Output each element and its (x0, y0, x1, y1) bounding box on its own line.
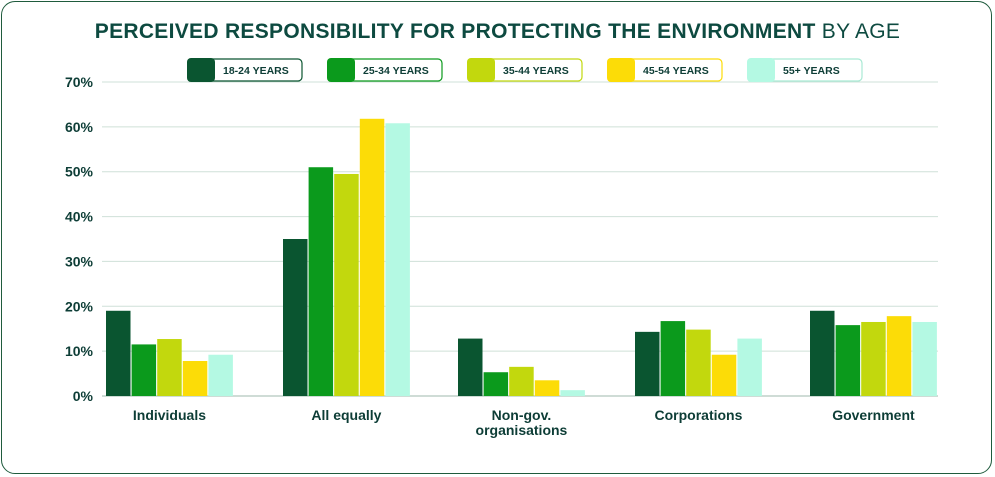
legend-item: 55+ YEARS (747, 58, 863, 82)
x-tick-label: Individuals (133, 407, 206, 423)
bar (635, 331, 660, 396)
bar (810, 310, 835, 396)
bar (483, 372, 509, 396)
x-tick-label: Government (832, 407, 915, 423)
y-tick-label: 50% (65, 164, 94, 180)
legend-swatch (747, 58, 775, 82)
y-tick-label: 30% (65, 253, 94, 269)
bar (283, 239, 308, 396)
legend-swatch (467, 58, 495, 82)
legend-label: 18-24 YEARS (223, 65, 289, 77)
legend-item: 45-54 YEARS (607, 58, 723, 82)
y-tick-label: 40% (65, 209, 94, 225)
x-tick-label: All equally (311, 407, 381, 423)
bar (660, 321, 686, 396)
bar (534, 380, 560, 396)
y-axis: 0% 10% 20% 30% 40% 50% 60% 70% (65, 74, 94, 404)
bars (106, 118, 937, 397)
bar (509, 366, 534, 396)
y-tick-label: 0% (73, 388, 94, 404)
bar (835, 325, 861, 396)
y-tick-label: 10% (65, 343, 94, 359)
legend-label: 35-44 YEARS (503, 65, 569, 77)
legend-item: 25-34 YEARS (327, 58, 443, 82)
bar (737, 338, 762, 396)
legend-label: 45-54 YEARS (643, 65, 709, 77)
legend-swatch (607, 58, 635, 82)
x-axis: Individuals All equally Non-gov.organisati… (133, 407, 915, 438)
y-tick-label: 70% (65, 74, 94, 90)
bar (208, 354, 233, 396)
bar (334, 173, 359, 396)
legend-item: 18-24 YEARS (187, 58, 303, 82)
bar (182, 361, 208, 396)
bar (912, 321, 937, 396)
legend-label: 55+ YEARS (783, 65, 840, 77)
bar (131, 344, 157, 396)
bar (886, 316, 912, 396)
chart-title: PERCEIVED RESPONSIBILITY FOR PROTECTING … (0, 20, 995, 44)
y-tick-label: 20% (65, 298, 94, 314)
bar (359, 118, 385, 396)
bar (157, 339, 182, 396)
x-tick-label: organisations (476, 422, 568, 438)
bar (861, 321, 886, 396)
bar (385, 123, 410, 397)
x-tick-label: Corporations (655, 407, 743, 423)
bar (711, 354, 737, 396)
bar (308, 167, 334, 396)
bar (458, 338, 483, 396)
chart-title-suffix: BY AGE (821, 20, 901, 43)
legend-swatch (187, 58, 215, 82)
chart-title-main: PERCEIVED RESPONSIBILITY FOR PROTECTING … (94, 20, 816, 43)
legend-swatch (327, 58, 355, 82)
gridlines (102, 81, 938, 397)
x-tick-label: Non-gov. (492, 407, 552, 423)
bar (686, 329, 711, 396)
legend: 18-24 YEARS 25-34 YEARS 35-44 YEARS 45-54 Y… (187, 58, 863, 82)
bar (560, 390, 585, 396)
y-tick-label: 60% (65, 119, 94, 135)
bar (106, 310, 131, 396)
legend-label: 25-34 YEARS (363, 65, 429, 77)
legend-item: 35-44 YEARS (467, 58, 583, 82)
